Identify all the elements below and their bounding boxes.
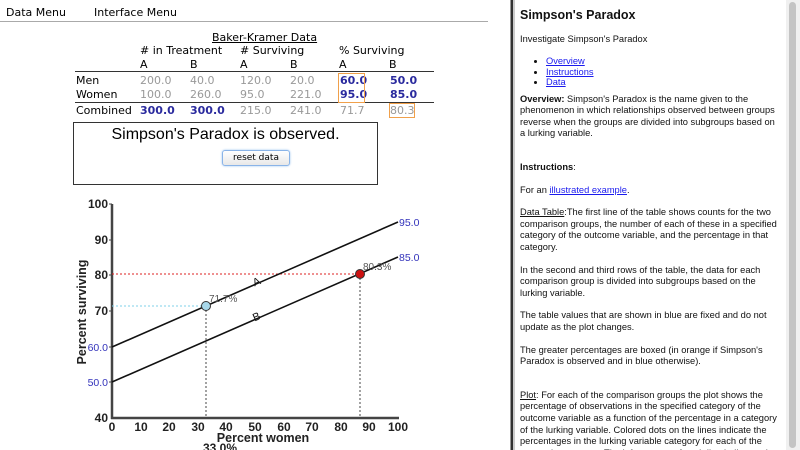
subheader-b: B — [290, 58, 298, 71]
svg-text:70: 70 — [95, 304, 109, 318]
simpson-plot: 100 90 80 70 40 60.0 50.0 0 10 20 30 40 … — [75, 197, 420, 450]
status-message: Simpson's Paradox is observed. — [111, 126, 340, 143]
x-axis-label: Percent women — [217, 431, 309, 445]
data-table-paragraph: Data Table:The first line of the table s… — [520, 207, 777, 253]
line-b-right-value: 85.0 — [399, 252, 420, 264]
subheader-a: A — [339, 58, 347, 71]
table-cell: 85.0 — [390, 88, 418, 101]
overview-paragraph: Overview: Simpson's Paradox is the name … — [520, 93, 775, 139]
plot-paragraph: Plot: For each of the comparison groups … — [520, 389, 777, 450]
subheader-b: B — [190, 58, 198, 71]
interface-menu[interactable]: Interface Menu — [94, 6, 177, 19]
table-cell: 221.0 — [290, 88, 322, 101]
table-cell: 40.0 — [190, 74, 215, 87]
x-ticks: 0 10 20 30 40 50 60 70 80 90 100 — [109, 420, 409, 434]
svg-text:40: 40 — [219, 420, 233, 434]
table-cell: 20.0 — [290, 74, 315, 87]
header-surviving: # Surviving — [240, 44, 305, 57]
table-cell: 215.0 — [240, 104, 272, 117]
blue-values-paragraph: The table values that are shown in blue … — [520, 310, 767, 332]
illustrated-example-link[interactable]: illustrated example — [549, 184, 627, 195]
help-panel: Simpson's Paradox Investigate Simpson's … — [515, 0, 785, 450]
svg-text:90: 90 — [95, 233, 109, 247]
panel-splitter[interactable] — [510, 0, 515, 450]
table-cell: 50.0 — [390, 74, 418, 87]
row-label-men: Men — [76, 74, 100, 87]
point-b-label: 80.3% — [363, 262, 391, 273]
line-b-name: B — [251, 310, 263, 324]
line-a-left-value: 60.0 — [88, 342, 109, 354]
svg-text:40: 40 — [95, 411, 109, 425]
subheader-a: A — [140, 58, 148, 71]
svg-text:0: 0 — [109, 420, 116, 434]
svg-text:20: 20 — [162, 420, 176, 434]
toc-link-overview[interactable]: Overview — [546, 56, 585, 67]
row-label-women: Women — [76, 88, 118, 101]
table-title: Baker-Kramer Data — [212, 31, 318, 44]
table-cell: 200.0 — [140, 74, 172, 87]
data-table: Baker-Kramer Data # in Treatment # Survi… — [0, 0, 500, 120]
svg-text:10: 10 — [134, 420, 148, 434]
boxed-paragraph: The greater percentages are boxed (in or… — [520, 344, 763, 367]
greater-pct-box-women — [338, 73, 365, 103]
table-cell: 60.0 — [340, 74, 368, 87]
help-toc: Overview Instructions Data — [546, 56, 781, 88]
help-title: Simpson's Paradox — [520, 8, 636, 22]
svg-text:50: 50 — [248, 420, 262, 434]
y-axis-label: Percent surviving — [75, 260, 89, 365]
svg-text:60: 60 — [277, 420, 291, 434]
table-cell: 71.7 — [340, 104, 365, 117]
status-panel: Simpson's Paradox is observed. reset dat… — [73, 122, 378, 185]
table-cell: 241.0 — [290, 104, 322, 117]
reset-data-button[interactable]: reset data — [222, 150, 290, 166]
row-label-combined: Combined — [76, 104, 132, 117]
subheader-a: A — [240, 58, 248, 71]
table-divider — [75, 71, 434, 72]
table-cell: 300.0 — [140, 104, 175, 117]
point-b-handle[interactable] — [355, 269, 365, 279]
table-cell: 100.0 — [140, 88, 172, 101]
svg-text:100: 100 — [388, 420, 408, 434]
svg-text:90: 90 — [362, 420, 376, 434]
svg-text:100: 100 — [88, 197, 108, 211]
x-marker-value: 33.0% — [203, 441, 237, 450]
data-menu[interactable]: Data Menu — [6, 6, 66, 19]
simulation-panel: Data Menu Interface Menu Baker-Kramer Da… — [0, 0, 500, 450]
svg-text:80: 80 — [334, 420, 348, 434]
scrollbar-thumb[interactable] — [789, 2, 796, 448]
help-subtitle: Investigate Simpson's Paradox — [520, 33, 648, 44]
line-a-right-value: 95.0 — [399, 217, 420, 229]
greater-pct-box-combined — [389, 103, 415, 118]
header-in-treatment: # in Treatment — [140, 44, 223, 57]
help-scrollbar[interactable] — [786, 0, 800, 450]
table-cell: 300.0 — [190, 104, 225, 117]
line-b-left-value: 50.0 — [88, 377, 109, 389]
point-a-handle[interactable] — [201, 301, 211, 311]
line-b[interactable] — [111, 256, 399, 383]
toc-link-instructions[interactable]: Instructions — [546, 66, 594, 77]
header-pct-surviving: % Surviving — [339, 44, 405, 57]
table-cell: 80.3 — [390, 104, 415, 117]
subheader-b: B — [389, 58, 397, 71]
line-a[interactable] — [111, 221, 399, 348]
toc-link-data[interactable]: Data — [546, 77, 566, 88]
point-a-label: 71.7% — [209, 294, 237, 305]
svg-text:30: 30 — [191, 420, 205, 434]
table-cell: 95.0 — [240, 88, 265, 101]
svg-text:70: 70 — [305, 420, 319, 434]
table-cell: 120.0 — [240, 74, 272, 87]
rows-paragraph: In the second and third rows of the tabl… — [520, 264, 761, 298]
y-ticks: 100 90 80 70 40 — [88, 197, 112, 425]
table-divider — [75, 102, 434, 103]
table-cell: 260.0 — [190, 88, 222, 101]
svg-text:80: 80 — [95, 268, 109, 282]
example-paragraph: For an illustrated example. — [520, 184, 630, 195]
instructions-heading: Instructions: — [520, 162, 576, 173]
menu-bar: Data Menu Interface Menu — [0, 0, 488, 22]
table-cell: 95.0 — [340, 88, 368, 101]
